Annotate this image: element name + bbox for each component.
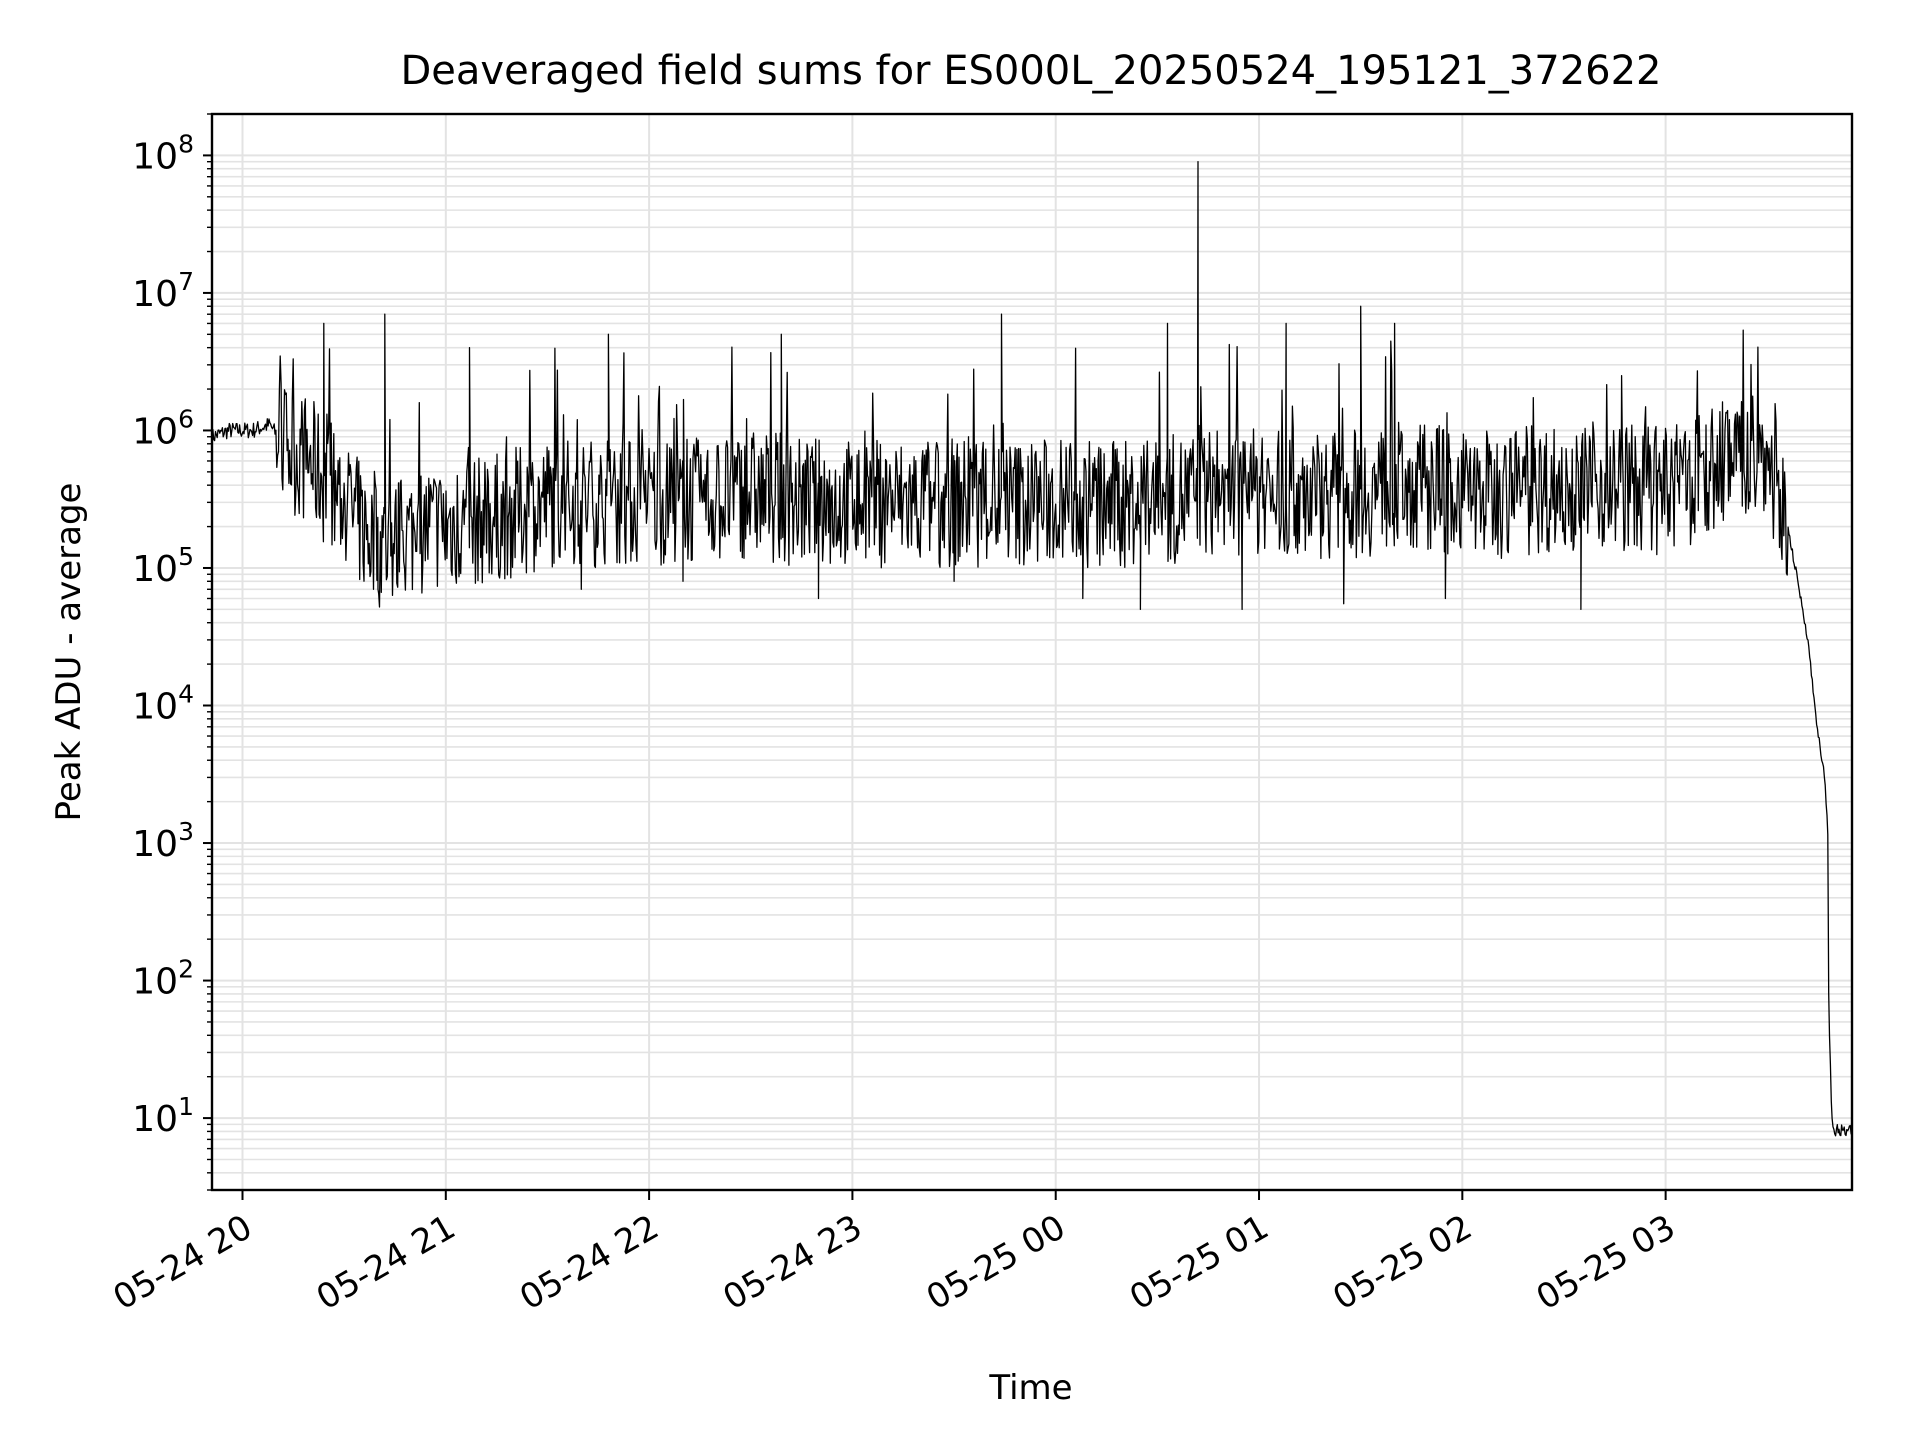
y-tick-label: 107 — [132, 267, 194, 315]
plot-frame — [210, 112, 1854, 1192]
y-tick-label: 106 — [132, 404, 194, 452]
y-axis-label: Peak ADU - average — [49, 483, 89, 822]
y-tick-label: 103 — [132, 817, 194, 865]
data-series — [212, 161, 1852, 1137]
series-line — [212, 161, 1852, 1137]
y-axis: 101 102 103 104 105 106 107 108 — [132, 113, 212, 1191]
y-tick-label: 108 — [132, 129, 194, 177]
x-axis-label: Time — [988, 1368, 1072, 1408]
y-tick-label: 102 — [132, 955, 194, 1003]
chart-title: Deaveraged field sums for ES000L_2025052… — [401, 48, 1662, 94]
y-tick-label: 105 — [132, 542, 194, 590]
y-tick-label: 101 — [132, 1092, 194, 1140]
y-tick-label: 104 — [132, 680, 194, 728]
